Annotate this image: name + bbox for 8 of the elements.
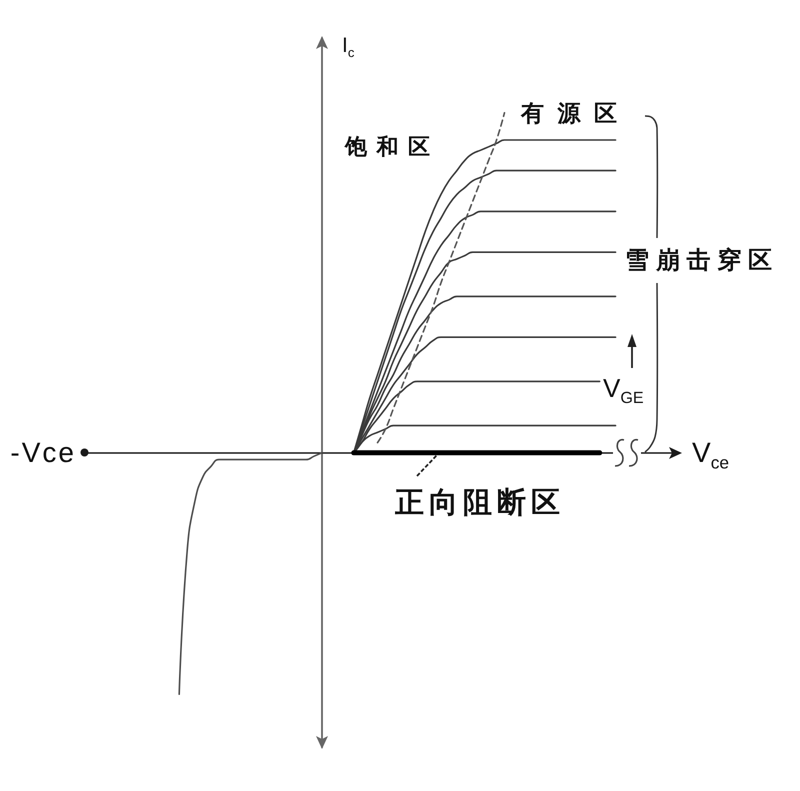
y-axis-title: I$_{c}$ — [342, 34, 354, 60]
annotation: 雪崩击穿区 — [625, 247, 772, 274]
annotation: V$_{GE}$ — [603, 373, 644, 408]
annotation: 正向阻断区 — [395, 487, 560, 519]
text: -Vce — [10, 437, 76, 468]
annotation: 有源区 — [521, 100, 617, 126]
annotation: 饱和区 — [345, 134, 430, 159]
x-axis-title: V$_{ce}$ — [692, 437, 730, 473]
